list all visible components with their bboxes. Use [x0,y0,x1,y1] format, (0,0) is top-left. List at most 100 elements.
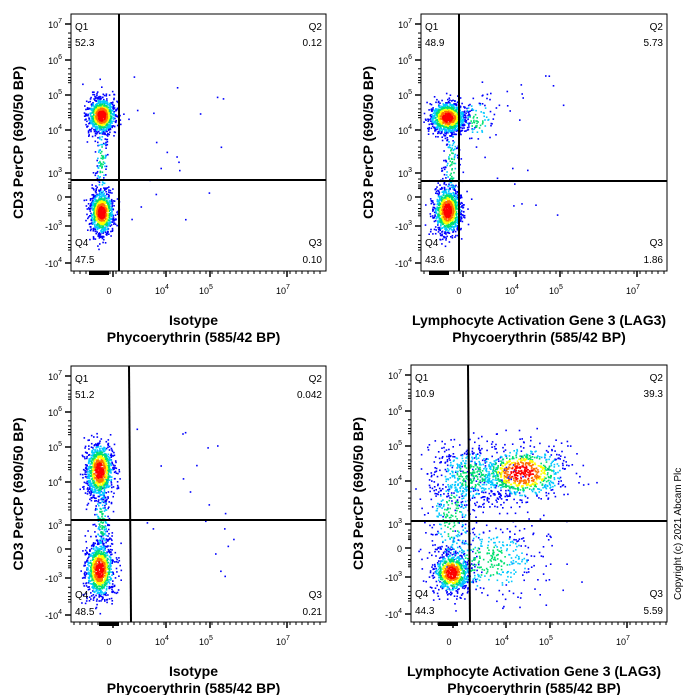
event-point [463,123,465,126]
event-point [475,109,477,112]
event-point [445,115,447,118]
event-point [442,114,445,117]
event-point [437,206,440,209]
event-point [101,192,103,195]
event-point [108,585,111,588]
event-point [432,119,434,122]
event-point [98,177,101,179]
event-point [102,546,104,549]
event-point [447,223,449,225]
y-tick-label: -103 [395,220,412,232]
event-point [116,558,118,561]
event-point [102,195,105,197]
event-point [95,446,98,449]
event-point [109,189,112,192]
event-point [498,104,501,107]
event-point [102,105,105,107]
y-tick-label: 0 [407,193,412,203]
event-point [451,175,453,178]
event-point [112,219,114,221]
event-point [88,554,91,556]
event-point [102,193,104,196]
event-point [99,162,102,164]
event-point [457,95,459,97]
event-point [89,199,92,202]
event-point [97,503,99,505]
event-point [103,187,105,189]
event-point [443,168,446,171]
event-point [460,195,462,197]
event-point [448,156,450,158]
event-point [90,112,93,114]
event-point [438,213,440,215]
event-point [94,132,97,135]
event-point [451,208,454,210]
event-point [98,189,100,192]
event-point [89,457,92,460]
event-point [445,227,448,229]
event-point [93,130,96,133]
event-point [224,575,226,578]
event-point [438,127,441,130]
event-point [513,205,515,207]
event-point [107,548,110,551]
event-point [88,491,91,493]
event-point [114,214,117,216]
event-point [462,204,465,206]
event-point [453,155,456,158]
event-point [454,124,457,126]
event-point [447,224,449,227]
event-point [90,489,93,492]
event-point [114,115,117,117]
event-point [453,123,456,125]
event-point [428,126,430,129]
event-point [84,575,87,577]
event-point [103,545,106,548]
event-point [108,104,110,106]
event-point [108,186,110,188]
event-point [448,196,451,199]
event-point [454,110,456,113]
event-point [116,100,118,103]
event-point [97,141,99,144]
event-point [444,217,446,220]
event-point [95,217,97,220]
event-point [105,589,108,591]
event-point [84,471,87,473]
quadrant-name-q1: Q1 [425,22,439,33]
event-point [444,236,446,238]
event-point [84,564,86,567]
event-point [96,598,98,601]
event-point [94,200,96,202]
event-point [454,230,457,233]
event-point [439,121,442,124]
event-point [87,563,89,566]
event-point [85,205,88,207]
event-point [459,111,462,114]
event-point [456,227,459,229]
event-point [107,485,110,488]
event-point [86,547,88,549]
event-point [435,217,438,220]
event-point [98,248,100,251]
event-point [440,110,442,113]
event-point [92,120,95,123]
event-point [83,481,86,484]
event-point [453,216,455,219]
event-point [446,210,449,213]
event-point [439,198,442,201]
event-point [111,227,114,230]
event-point [110,106,113,108]
x-tick-label: 104 [505,284,519,296]
event-point [442,235,445,238]
event-point [434,114,436,117]
event-point [107,550,110,553]
event-point [102,235,104,238]
event-point [91,213,94,216]
plot-panel-top-left: Q152.3Q20.12Q447.5Q30.101071061051041030… [10,13,327,345]
event-point [445,204,447,206]
event-point [457,156,459,159]
x-axis-label: Isotype [169,312,218,328]
event-point [449,94,452,96]
event-point [519,119,521,121]
